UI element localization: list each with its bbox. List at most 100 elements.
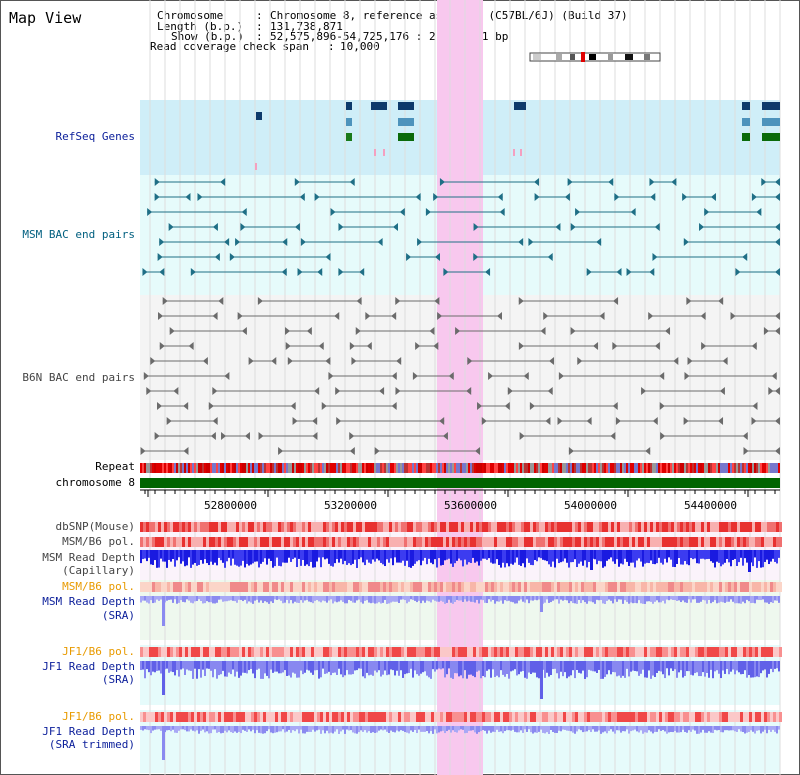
jf1-sra-depth-bar <box>230 661 232 675</box>
msm-b6-pol-segment <box>236 537 239 547</box>
jf1-b6-pol-trim-segment <box>650 712 653 722</box>
b6n-bac-pair-end <box>202 357 208 365</box>
jf1-b6-pol-trim-segment <box>596 712 599 722</box>
jf1-sra-depth-bar <box>328 661 330 672</box>
jf1-trim-depth-bar <box>774 726 776 732</box>
jf1-sra-depth-bar <box>176 661 178 671</box>
jf1-trim-depth-bar <box>434 726 436 730</box>
jf1-b6-pol-trim-segment <box>671 712 674 722</box>
repeat-segment <box>490 463 492 473</box>
repeat-segment <box>672 463 674 473</box>
jf1-trim-depth-bar <box>728 726 730 731</box>
msm-capillary-depth-bar <box>734 550 736 559</box>
msm-b6-pol-segment <box>494 537 497 547</box>
jf1-b6-pol-segment <box>746 647 749 657</box>
jf1-sra-depth-bar <box>430 661 432 679</box>
jf1-sra-depth-bar <box>462 661 464 679</box>
jf1-b6-pol-trim-segment <box>275 712 278 722</box>
jf1-trim-depth-bar <box>516 726 518 733</box>
msm-capillary-depth-bar <box>330 550 332 566</box>
msm-sra-depth-bar <box>168 596 170 600</box>
msm-sra-depth-bar <box>586 596 588 604</box>
msm-b6-pol-sra-segment <box>254 582 257 592</box>
msm-b6-pol-segment <box>176 537 179 547</box>
msm-b6-pol-segment <box>350 537 353 547</box>
jf1-b6-pol-segment <box>548 647 551 657</box>
msm-capillary-depth-bar <box>636 550 638 561</box>
repeat-segment <box>498 463 500 473</box>
jf1-sra-depth-bar <box>604 661 606 677</box>
jf1-trim-depth-bar <box>768 726 770 730</box>
jf1-b6-pol-segment <box>584 647 587 657</box>
b6n-bac-pair-end <box>306 327 312 335</box>
msm-capillary-depth-bar <box>530 550 532 565</box>
msm-sra-depth-bar <box>142 596 144 601</box>
jf1-b6-pol-segment <box>281 647 284 657</box>
dbsnp-segment <box>170 522 173 532</box>
msm-b6-pol-sra-segment <box>593 582 596 592</box>
jf1-sra-depth-bar <box>648 661 650 671</box>
msm-b6-pol-segment <box>383 537 386 547</box>
msm-sra-depth-bar <box>260 596 262 601</box>
msm-b6-pol-segment <box>377 537 380 547</box>
jf1-sra-depth-bar <box>372 661 374 676</box>
jf1-sra-depth-bar <box>194 661 196 669</box>
msm-b6-pol-sra-segment <box>398 582 401 592</box>
b6n-bac-pair-end <box>162 297 168 305</box>
repeat-segment <box>728 463 730 473</box>
dbsnp-segment <box>311 522 314 532</box>
jf1-sra-depth-bar <box>646 661 648 678</box>
jf1-trim-depth-bar <box>522 726 524 733</box>
msm-sra-depth-bar <box>686 596 688 603</box>
msm-capillary-depth-bar <box>560 550 562 563</box>
jf1-b6-pol-segment <box>539 647 542 657</box>
dbsnp-segment <box>767 522 770 532</box>
b6n-bac-pair-end <box>442 432 448 440</box>
jf1-sra-depth-bar <box>502 661 504 675</box>
jf1-sra-depth-bar <box>374 661 376 671</box>
msm-sra-depth-bar <box>336 596 338 603</box>
msm-sra-depth-bar <box>454 596 456 602</box>
repeat-segment <box>392 463 394 473</box>
b6n-bac-pair-end <box>434 297 440 305</box>
msm-sra-depth-bar <box>450 596 452 603</box>
jf1-trim-depth-bar <box>244 726 246 731</box>
jf1-trim-depth-bar <box>346 726 348 730</box>
msm-b6-pol-sra-segment <box>239 582 242 592</box>
msm-capillary-depth-bar <box>292 550 294 560</box>
jf1-b6-pol-segment <box>320 647 323 657</box>
jf1-sra-depth-bar <box>156 661 158 671</box>
repeat-segment <box>644 463 646 473</box>
msm-b6-pol-sra-segment <box>635 582 638 592</box>
jf1-b6-pol-segment <box>659 647 662 657</box>
jf1-b6-pol-segment <box>575 647 578 657</box>
dbsnp-segment <box>515 522 518 532</box>
jf1-b6-pol-trim-segment <box>725 712 728 722</box>
jf1-sra-depth-bar <box>682 661 684 678</box>
jf1-trim-depth-bar <box>352 726 354 733</box>
jf1-trim-depth-bar <box>228 726 230 731</box>
jf1-b6-pol-segment <box>215 647 218 657</box>
msm-sra-depth-bar <box>144 596 146 601</box>
jf1-b6-pol-segment <box>260 647 263 657</box>
repeat-segment <box>516 463 518 473</box>
msm-b6-pol-segment <box>254 537 257 547</box>
jf1-sra-depth-bar <box>376 661 378 673</box>
jf1-b6-pol-trim-segment <box>464 712 467 722</box>
jf1-sra-depth-bar <box>588 661 590 670</box>
msm-capillary-depth-bar <box>200 550 202 561</box>
msm-sra-depth-bar <box>228 596 230 601</box>
jf1-b6-pol-segment <box>194 647 197 657</box>
msm-sra-depth-bar <box>350 596 352 601</box>
jf1-sra-depth-bar <box>224 661 226 677</box>
jf1-sra-depth-bar <box>516 661 518 676</box>
jf1-trim-depth-bar <box>698 726 700 734</box>
msm-capillary-depth-bar <box>484 550 486 559</box>
msm-b6-pol-sra-segment <box>206 582 209 592</box>
jf1-sra-depth-bar <box>362 661 364 677</box>
msm-b6-pol-sra-segment <box>287 582 290 592</box>
jf1-sra-depth-bar <box>476 661 478 672</box>
jf1-trim-depth-bar <box>394 726 396 733</box>
jf1-b6-pol-trim-segment <box>317 712 320 722</box>
